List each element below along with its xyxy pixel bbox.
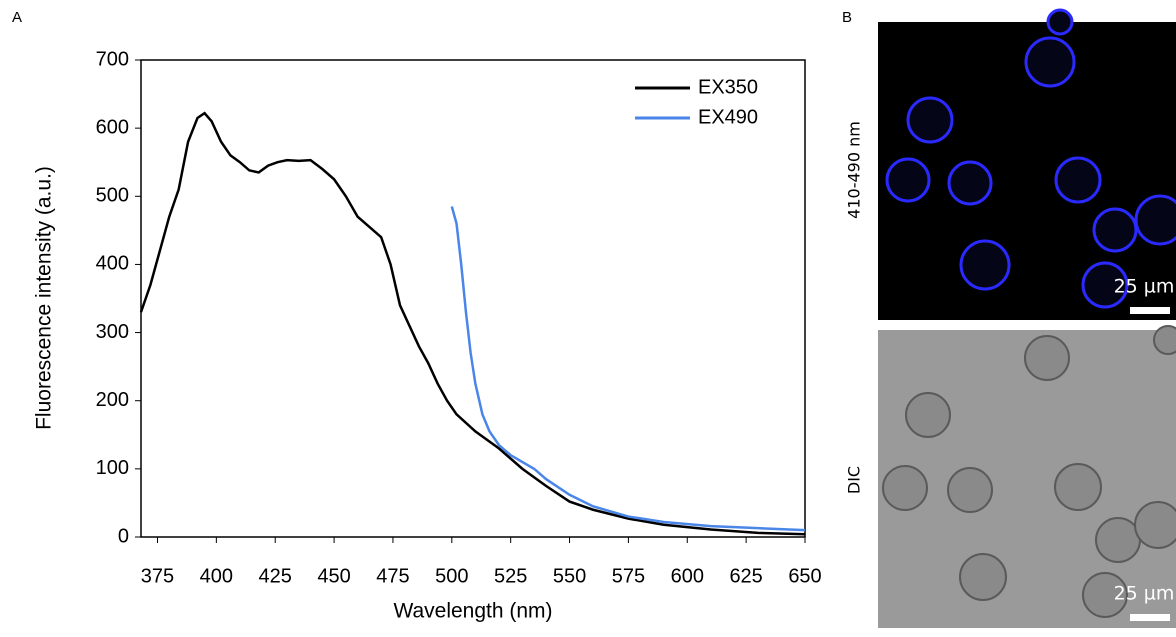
x-axis-title: Wavelength (nm) bbox=[393, 600, 552, 623]
y-tick-label: 600 bbox=[96, 116, 129, 138]
y-tick-label: 400 bbox=[96, 253, 129, 275]
dic-image bbox=[878, 325, 1176, 628]
y-tick-label: 300 bbox=[96, 321, 129, 343]
scale-bar-label: 25 µm bbox=[1114, 276, 1175, 298]
image-label: 410-490 nm bbox=[845, 121, 864, 219]
x-tick-label: 625 bbox=[729, 565, 762, 587]
x-tick-label: 575 bbox=[612, 565, 645, 587]
x-tick-label: 450 bbox=[317, 565, 350, 587]
y-tick-label: 700 bbox=[96, 48, 129, 70]
x-tick-label: 525 bbox=[494, 565, 527, 587]
scale-bar-label: 25 µm bbox=[1114, 583, 1175, 605]
y-tick-label: 200 bbox=[96, 389, 129, 411]
plot-frame bbox=[140, 59, 806, 538]
x-tick-label: 375 bbox=[141, 565, 174, 587]
y-tick-label: 0 bbox=[118, 525, 129, 547]
panel-label: A bbox=[12, 9, 22, 26]
panel-label: B bbox=[842, 9, 852, 26]
y-tick-label: 100 bbox=[96, 457, 129, 479]
y-tick-label: 500 bbox=[96, 185, 129, 207]
x-tick-label: 500 bbox=[435, 565, 468, 587]
legend-label: EX350 bbox=[698, 76, 758, 98]
x-tick-label: 650 bbox=[788, 565, 821, 587]
x-tick-label: 600 bbox=[671, 565, 704, 587]
x-tick-label: 475 bbox=[376, 565, 409, 587]
x-tick-label: 425 bbox=[259, 565, 292, 587]
series-line bbox=[139, 111, 806, 536]
y-axis-title: Fluorescence intensity (a.u.) bbox=[33, 166, 56, 430]
series-line bbox=[450, 206, 806, 532]
image-label: DIC bbox=[845, 466, 864, 494]
x-tick-label: 400 bbox=[200, 565, 233, 587]
fluorescence-image bbox=[878, 8, 1176, 320]
x-tick-label: 550 bbox=[553, 565, 586, 587]
legend-label: EX490 bbox=[698, 106, 758, 128]
